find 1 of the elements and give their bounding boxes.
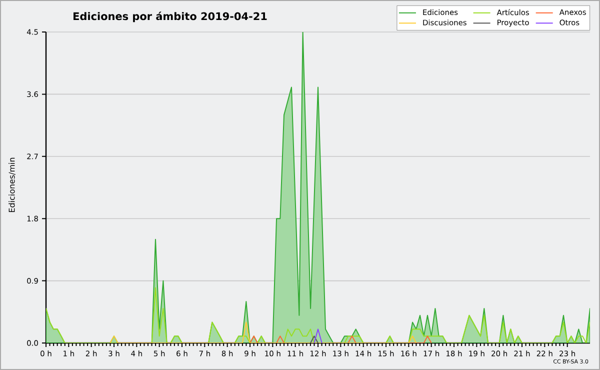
chart-title: Ediciones por ámbito 2019-04-21 [74, 12, 267, 22]
